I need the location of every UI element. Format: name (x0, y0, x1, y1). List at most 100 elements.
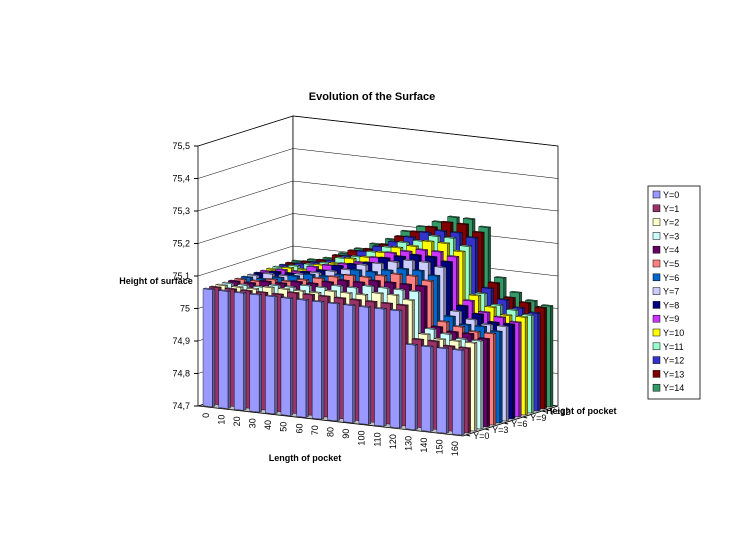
depth-tick (485, 428, 490, 431)
x-tick-label: 160 (450, 441, 460, 456)
grid-line (197, 180, 559, 212)
legend-swatch (652, 370, 661, 378)
bar-side (290, 297, 294, 416)
bar-side (505, 325, 509, 422)
legend-swatch (652, 383, 661, 392)
bar (280, 296, 294, 416)
bar-side (461, 349, 465, 436)
bar (265, 294, 278, 415)
bar-side (524, 316, 528, 416)
x-tick-label: 50 (279, 422, 289, 432)
bar-side (543, 307, 547, 410)
bar-side (243, 292, 247, 411)
x-tick-label: 130 (403, 436, 413, 451)
grid-line (197, 115, 559, 147)
legend-swatch (652, 232, 661, 240)
legend-label: Y=4 (663, 245, 679, 255)
y-tick-label: 75,2 (172, 239, 190, 249)
x-tick-label: 30 (248, 418, 258, 428)
bar-front (265, 295, 275, 415)
legend-label: Y=14 (663, 383, 684, 393)
y-tick-label: 75,4 (172, 174, 190, 184)
bar (311, 300, 325, 420)
legend-label: Y=11 (663, 342, 684, 352)
bar-side (383, 308, 387, 427)
bar-side (486, 338, 490, 428)
bar-side (305, 299, 309, 418)
bar (389, 308, 403, 429)
bar (436, 346, 449, 434)
y-tick-label: 74,8 (172, 369, 190, 379)
x-tick-label: 60 (294, 423, 304, 433)
bar-side (445, 347, 449, 434)
depth-tick-label: Y=12 (549, 407, 570, 417)
bar (343, 303, 356, 423)
bar (233, 291, 247, 411)
bar-front (421, 345, 431, 432)
legend-label: Y=0 (663, 190, 679, 200)
bar (358, 305, 371, 425)
bar-side (430, 345, 434, 432)
bar-side (336, 302, 340, 422)
legend-swatch (652, 245, 661, 254)
legend-label: Y=10 (663, 328, 684, 338)
bar-side (474, 342, 478, 432)
bar (452, 348, 465, 436)
bar-side (531, 314, 535, 414)
depth-tick (542, 410, 547, 413)
legend-label: Y=3 (663, 231, 679, 241)
bar-side (480, 340, 484, 430)
x-tick-label: 140 (419, 438, 429, 453)
y-tick-label: 75 (180, 304, 190, 314)
bar-front (374, 307, 385, 427)
bar-side (467, 347, 471, 434)
bar-side (227, 290, 231, 409)
legend-label: Y=9 (663, 314, 679, 324)
x-tick-label: 70 (310, 425, 320, 435)
bar-front (296, 299, 307, 418)
bar-side (499, 330, 503, 424)
x-axis-title: Length of pocket (269, 453, 342, 463)
bar-side (512, 323, 516, 420)
depth-tick-label: Y=0 (473, 431, 489, 441)
bar-side (414, 344, 418, 431)
bar-front (311, 300, 322, 420)
x-tick-label: 10 (216, 415, 226, 425)
legend-swatch (652, 342, 661, 351)
depth-tick (504, 422, 509, 425)
legend-swatch (652, 314, 661, 323)
bar-front (233, 292, 244, 411)
x-tick-label: 0 (201, 413, 211, 418)
bar-front (436, 347, 447, 434)
bar-side (212, 288, 216, 408)
bar-front (202, 288, 213, 408)
bar-front (452, 349, 462, 436)
bar (218, 289, 231, 409)
bar-side (368, 306, 371, 425)
bar-front (327, 302, 338, 422)
y-tick-label: 75,5 (172, 141, 190, 151)
legend-swatch (652, 301, 661, 309)
grid-line (197, 148, 559, 179)
legend-swatch (652, 190, 661, 199)
bar-front (280, 297, 291, 416)
chart-title: Evolution of the Surface (309, 91, 436, 103)
legend-swatch (652, 273, 661, 282)
x-tick-label: 100 (357, 431, 367, 446)
x-tick-label: 80 (326, 427, 336, 437)
bar-side (321, 301, 325, 420)
bar-front (249, 293, 260, 413)
bar (296, 298, 309, 418)
legend-label: Y=8 (663, 300, 679, 310)
legend-label: Y=12 (663, 356, 684, 366)
bar (421, 344, 434, 432)
legend-label: Y=1 (663, 204, 679, 214)
depth-tick-label: Y=9 (530, 413, 546, 423)
y-axis-title: Height of surface (119, 276, 193, 286)
x-tick-label: 40 (263, 420, 273, 430)
y-tick-label: 74,7 (172, 401, 190, 411)
x-tick-label: 20 (232, 416, 242, 426)
bar-side (550, 305, 554, 408)
